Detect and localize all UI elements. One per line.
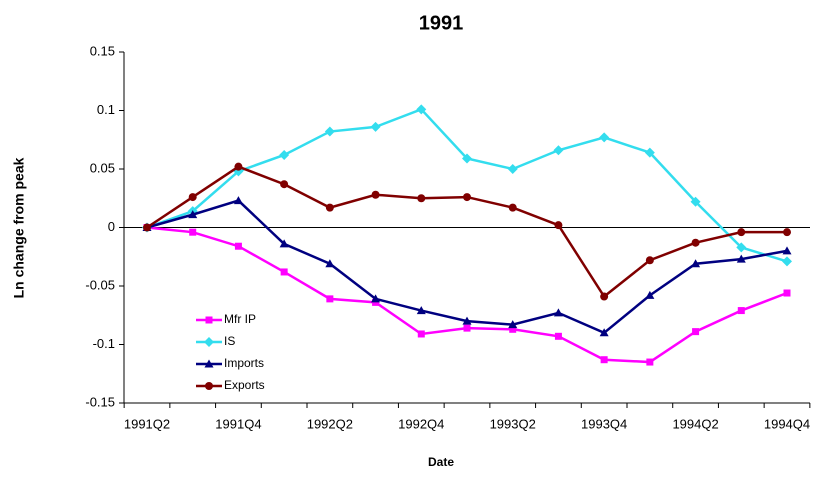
- data-point: [691, 238, 700, 247]
- x-tick-label: 1992Q4: [398, 416, 444, 431]
- data-point: [554, 332, 562, 340]
- data-point: [463, 324, 471, 332]
- y-tick-label: -0.1: [93, 336, 115, 351]
- y-axis-label: Ln change from peak: [11, 157, 27, 298]
- data-point: [326, 295, 334, 303]
- data-point: [279, 149, 290, 160]
- data-point: [737, 228, 746, 237]
- data-point: [508, 320, 518, 329]
- data-point: [599, 132, 610, 143]
- x-tick-label: 1991Q4: [215, 416, 261, 431]
- data-point: [371, 294, 381, 303]
- data-point: [646, 358, 654, 366]
- legend-marker: [204, 337, 214, 347]
- legend-marker: [204, 359, 214, 368]
- series-line: [146, 107, 788, 263]
- data-point: [416, 104, 427, 115]
- y-tick-label: 0.15: [90, 43, 115, 58]
- data-point: [324, 126, 335, 137]
- data-point: [553, 308, 563, 317]
- data-point: [736, 254, 746, 263]
- y-tick-label: 0: [108, 219, 115, 234]
- data-point: [371, 190, 380, 199]
- chart-title: 1991: [419, 12, 464, 34]
- data-point: [692, 328, 700, 336]
- data-point: [417, 194, 426, 203]
- legend-label: Exports: [224, 378, 265, 392]
- y-tick-label: -0.15: [85, 394, 115, 409]
- data-point: [691, 259, 701, 268]
- x-tick-label: 1992Q2: [307, 416, 353, 431]
- data-point: [507, 164, 518, 174]
- data-point: [645, 290, 655, 299]
- data-point: [509, 325, 517, 333]
- data-point: [463, 193, 471, 202]
- data-point: [325, 203, 334, 212]
- x-axis-label: Date: [428, 455, 454, 469]
- data-point: [782, 246, 792, 255]
- x-tick-label: 1991Q2: [124, 416, 170, 431]
- data-point: [600, 292, 609, 301]
- data-point: [234, 242, 242, 250]
- data-point: [417, 330, 425, 338]
- data-point: [234, 162, 243, 171]
- x-tick-label: 1993Q4: [581, 416, 627, 431]
- data-point: [143, 223, 151, 232]
- data-point: [325, 259, 335, 268]
- y-tick-label: -0.05: [85, 277, 115, 292]
- data-point: [370, 121, 381, 132]
- x-tick-label: 1994Q2: [672, 416, 718, 431]
- data-point: [280, 180, 289, 189]
- data-point: [782, 256, 792, 267]
- data-point: [462, 316, 472, 325]
- series-line: [146, 226, 788, 364]
- legend-marker: [205, 382, 213, 390]
- y-tick-label: 0.1: [97, 102, 115, 117]
- data-point: [188, 210, 198, 219]
- y-tick-label: 0.05: [90, 160, 115, 175]
- series-line: [146, 165, 787, 299]
- data-point: [644, 147, 655, 158]
- legend-label: IS: [224, 334, 235, 348]
- data-point: [600, 356, 608, 364]
- legend-marker: [205, 316, 213, 324]
- data-point: [233, 196, 243, 205]
- data-point: [737, 307, 745, 315]
- data-point: [783, 228, 791, 237]
- data-point: [279, 239, 289, 248]
- data-point: [553, 145, 564, 156]
- x-tick-label: 1994Q4: [764, 416, 810, 431]
- data-point: [554, 221, 563, 230]
- data-point: [690, 196, 701, 207]
- data-point: [736, 242, 747, 253]
- data-point: [280, 268, 288, 276]
- data-point: [372, 298, 380, 306]
- data-point: [462, 153, 472, 164]
- legend-label: Imports: [224, 356, 264, 370]
- data-point: [783, 289, 791, 297]
- data-point: [188, 193, 197, 202]
- data-point: [189, 228, 197, 236]
- data-point: [508, 203, 517, 212]
- x-tick-label: 1993Q2: [490, 416, 536, 431]
- data-point: [599, 328, 609, 337]
- legend-label: Mfr IP: [224, 312, 256, 326]
- data-point: [416, 306, 426, 315]
- data-point: [645, 256, 654, 265]
